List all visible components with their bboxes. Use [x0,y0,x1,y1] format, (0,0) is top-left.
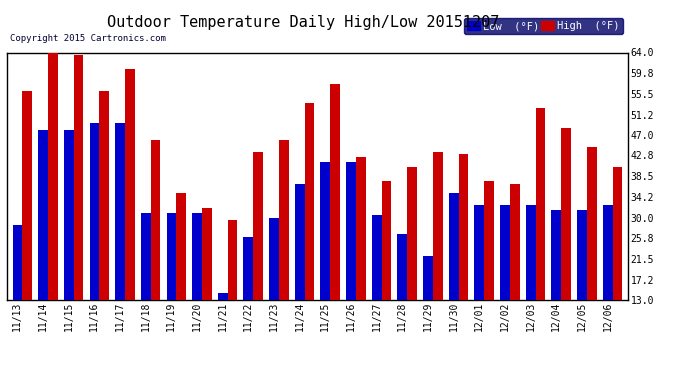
Bar [244,237,253,363]
Bar [551,210,561,363]
Bar [115,123,125,363]
Bar [176,193,186,363]
Bar [38,130,48,363]
Bar [48,50,58,363]
Bar [125,69,135,363]
Bar [64,130,74,363]
Bar [484,181,494,363]
Bar [577,210,586,363]
Legend: Low  (°F), High  (°F): Low (°F), High (°F) [464,18,622,34]
Bar [12,225,22,363]
Bar [448,193,459,363]
Bar [269,217,279,363]
Bar [304,104,315,363]
Bar [295,183,304,363]
Bar [356,157,366,363]
Bar [510,183,520,363]
Bar [166,213,176,363]
Bar [99,92,109,363]
Bar [613,166,622,363]
Bar [193,213,202,363]
Text: Outdoor Temperature Daily High/Low 20151207: Outdoor Temperature Daily High/Low 20151… [108,15,500,30]
Bar [90,123,99,363]
Bar [586,147,597,363]
Bar [141,213,150,363]
Bar [500,206,510,363]
Bar [603,206,613,363]
Bar [228,220,237,363]
Bar [320,162,331,363]
Bar [433,152,442,363]
Text: Copyright 2015 Cartronics.com: Copyright 2015 Cartronics.com [10,34,166,43]
Bar [74,55,83,363]
Bar [475,206,484,363]
Bar [407,166,417,363]
Bar [253,152,263,363]
Bar [150,140,160,363]
Bar [526,206,535,363]
Bar [331,84,340,363]
Bar [279,140,288,363]
Bar [382,181,391,363]
Bar [423,256,433,363]
Bar [22,92,32,363]
Bar [397,234,407,363]
Bar [535,108,545,363]
Bar [372,215,382,363]
Bar [561,128,571,363]
Bar [459,154,469,363]
Bar [202,208,212,363]
Bar [218,293,228,363]
Bar [346,162,356,363]
